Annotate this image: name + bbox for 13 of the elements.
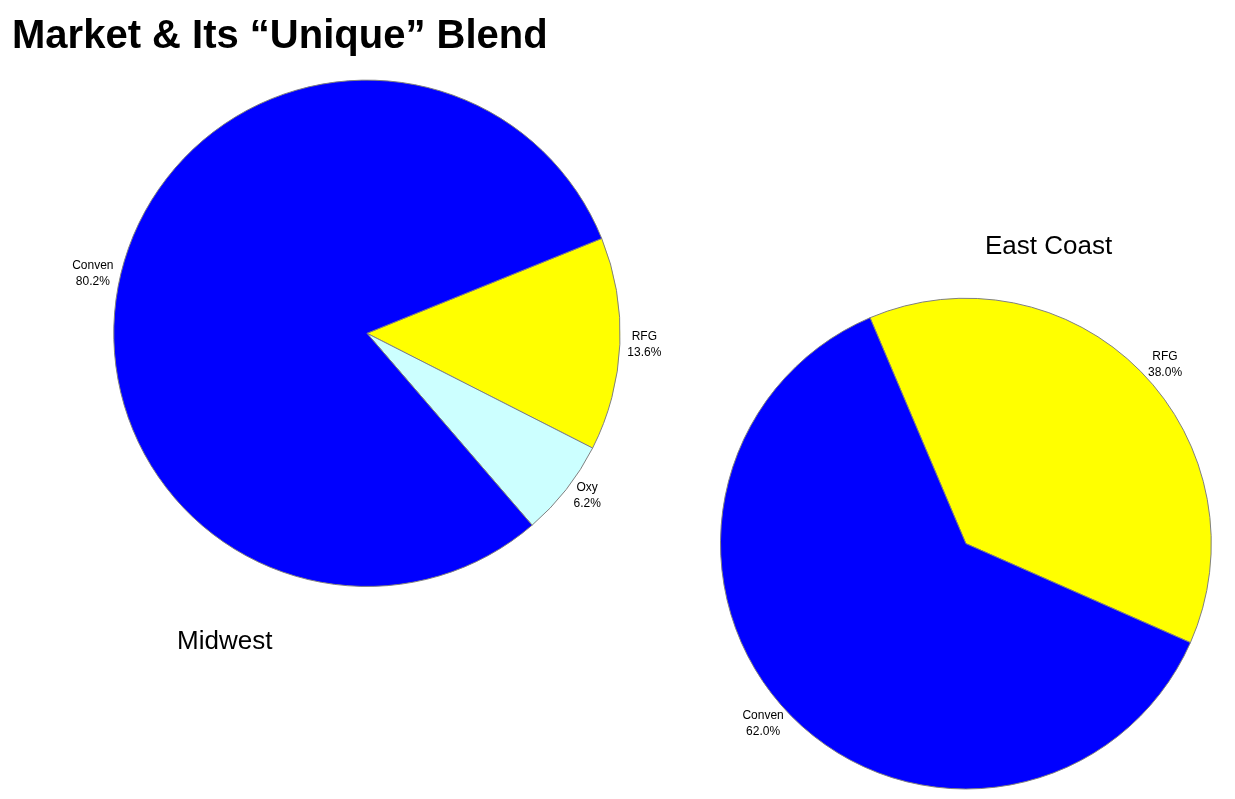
chart-title: East Coast: [985, 230, 1113, 260]
slice-label: Oxy: [576, 480, 598, 495]
text: Midwest: [177, 625, 274, 655]
data-label: 13.6%: [627, 345, 662, 360]
slice-label: RFG: [631, 329, 657, 344]
slice-label: RFG: [1152, 349, 1178, 364]
data-label: 62.0%: [746, 724, 781, 739]
data-label: 80.2%: [75, 273, 111, 288]
slice-label: Conven: [72, 257, 114, 272]
text: Market & Its “Unique” Blend: [12, 12, 548, 56]
slice-label: Conven: [742, 708, 784, 723]
data-label: 6.2%: [573, 496, 602, 511]
data-label: 38.0%: [1148, 364, 1183, 379]
